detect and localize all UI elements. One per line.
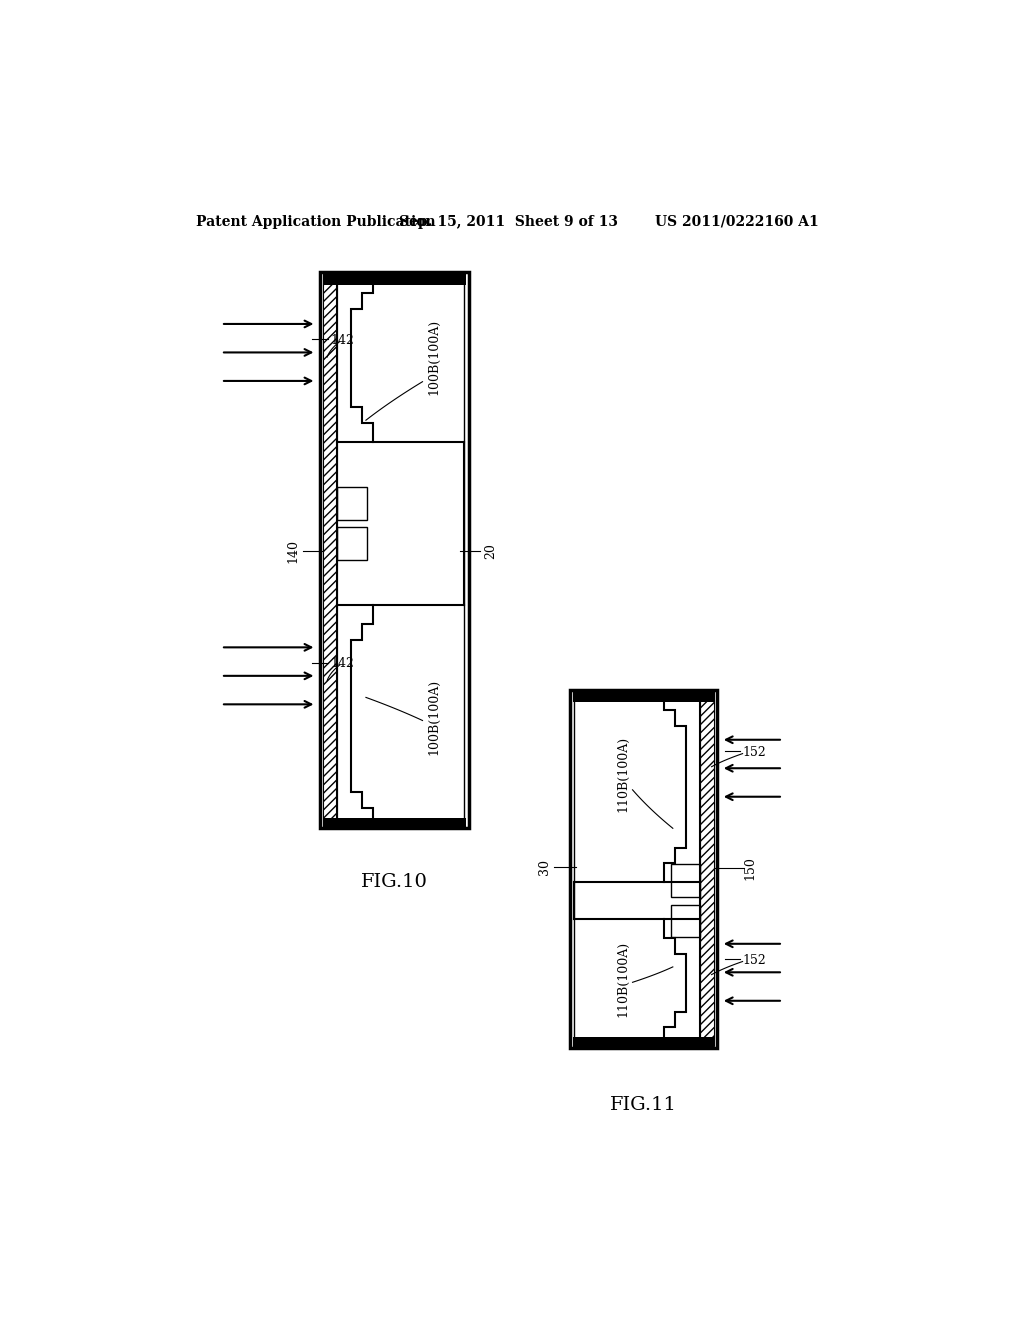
Text: Patent Application Publication: Patent Application Publication [197, 215, 436, 228]
Text: 20: 20 [483, 543, 497, 560]
Bar [337, 527, 367, 560]
Bar [324, 275, 337, 826]
Text: FIG.11: FIG.11 [610, 1097, 677, 1114]
Text: 110B(100A): 110B(100A) [616, 940, 630, 1016]
Text: 152: 152 [742, 954, 766, 966]
Text: FIG.10: FIG.10 [361, 874, 428, 891]
Bar [671, 904, 700, 937]
Text: US 2011/0222160 A1: US 2011/0222160 A1 [655, 215, 819, 228]
Bar [671, 865, 700, 896]
Bar [569, 689, 717, 1048]
Text: 30: 30 [539, 859, 552, 875]
Text: Sep. 15, 2011  Sheet 9 of 13: Sep. 15, 2011 Sheet 9 of 13 [399, 215, 618, 228]
Text: 150: 150 [743, 857, 756, 880]
Text: 100B(100A): 100B(100A) [428, 678, 440, 755]
Bar [700, 692, 714, 1047]
Text: 100B(100A): 100B(100A) [428, 319, 440, 395]
Bar [324, 817, 466, 829]
Text: 110B(100A): 110B(100A) [616, 737, 630, 813]
Bar [324, 275, 466, 285]
Text: 142: 142 [331, 334, 354, 347]
Text: 152: 152 [742, 746, 766, 759]
Bar [337, 487, 367, 520]
Text: 140: 140 [287, 539, 300, 564]
Bar [321, 272, 469, 829]
Bar [572, 1038, 714, 1048]
Text: 142: 142 [331, 657, 354, 671]
Bar [572, 692, 714, 702]
